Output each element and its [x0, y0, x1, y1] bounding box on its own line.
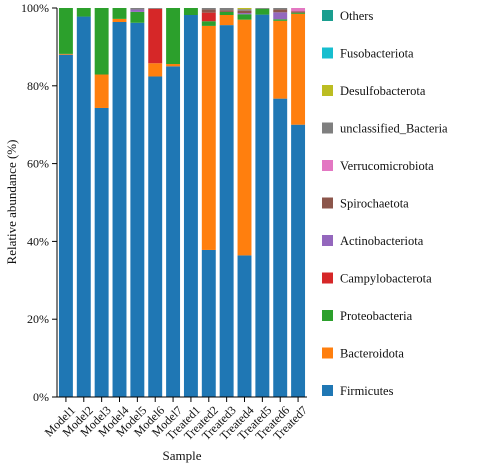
bar-segment-Treated7-Firmicutes	[291, 124, 306, 397]
legend-label-Bacteroidota: Bacteroidota	[340, 347, 404, 361]
bar-segment-Treated4-Actinobacteriota	[237, 13, 252, 15]
legend-label-Campylobacterota: Campylobacterota	[340, 272, 432, 286]
bar-segment-Treated6-Bacteroidota	[273, 20, 288, 99]
y-tick-label: 100%	[21, 1, 49, 15]
legend-label-Desulfobacterota: Desulfobacterota	[340, 84, 426, 98]
bar-segment-Treated6-Proteobacteria	[273, 19, 288, 21]
bar-segment-Treated5-Firmicutes	[255, 14, 270, 398]
bar-segment-Treated3-unclassified_Bacteria	[219, 8, 234, 11]
legend-swatch-unclassified_Bacteria	[322, 122, 333, 134]
legend-label-Verrucomicrobiota: Verrucomicrobiota	[340, 159, 434, 173]
y-tick-label: 0%	[33, 390, 49, 404]
y-axis-title: Relative abundance (%)	[4, 140, 19, 265]
legend-label-unclassified_Bacteria: unclassified_Bacteria	[340, 122, 448, 136]
bar-segment-Model1-Proteobacteria	[58, 8, 73, 54]
bar-segment-Model7-Firmicutes	[166, 66, 181, 397]
legend-swatch-Others	[322, 10, 333, 21]
bar-segment-Treated5-unclassified_Bacteria	[255, 8, 270, 9]
bar-segment-Treated4-Proteobacteria	[237, 14, 252, 20]
legend-label-Spirochaetota: Spirochaetota	[340, 197, 409, 211]
legend-label-Proteobacteria: Proteobacteria	[340, 309, 413, 323]
bar-segment-Model5-Firmicutes	[130, 22, 145, 398]
bar-segment-Treated2-Firmicutes	[201, 249, 216, 397]
legend-swatch-Verrucomicrobiota	[322, 160, 333, 171]
x-axis-title: Sample	[163, 448, 202, 463]
legend-swatch-Actinobacteriota	[322, 235, 333, 246]
bar-segment-Model6-Campylobacterota	[148, 8, 163, 64]
bar-segment-Treated2-Spirochaetota	[201, 9, 216, 13]
bar-segment-Treated2-Proteobacteria	[201, 21, 216, 26]
bar-segment-Treated2-Campylobacterota	[201, 12, 216, 22]
bar-segment-Treated6-Firmicutes	[273, 98, 288, 397]
y-tick-label: 60%	[27, 157, 49, 171]
bar-segment-Treated6-unclassified_Bacteria	[273, 8, 288, 10]
bar-segment-Model5-Actinobacteriota	[130, 9, 145, 12]
legend-label-Fusobacteriota: Fusobacteriota	[340, 47, 414, 61]
bar-segment-Model3-Bacteroidota	[94, 74, 109, 108]
bar-segment-Treated1-Proteobacteria	[183, 8, 198, 15]
bar-segment-Treated7-Verrucomicrobiota	[291, 8, 306, 12]
bar-segment-Model2-Proteobacteria	[76, 8, 91, 17]
legend-swatch-Firmicutes	[322, 385, 333, 396]
bar-segment-Model1-Firmicutes	[58, 54, 73, 398]
bar-segment-Model4-Firmicutes	[112, 22, 127, 397]
bar-segment-Treated3-Proteobacteria	[219, 11, 234, 15]
bar-segment-Model3-Proteobacteria	[94, 8, 109, 75]
bar-segment-Treated7-Proteobacteria	[291, 12, 306, 14]
bar-segment-Treated1-Firmicutes	[183, 15, 198, 397]
bar-segment-Treated3-Spirochaetota	[219, 10, 234, 12]
bar-segment-Treated4-Spirochaetota	[237, 10, 252, 14]
bar-segment-Model3-Firmicutes	[94, 107, 109, 397]
y-tick-label: 40%	[27, 234, 49, 248]
bar-segment-Model6-Firmicutes	[148, 76, 163, 398]
legend-label-Others: Others	[340, 9, 373, 23]
legend-swatch-Proteobacteria	[322, 310, 333, 321]
bar-segment-Model4-Bacteroidota	[112, 18, 127, 22]
bar-segment-Treated6-Actinobacteriota	[273, 12, 288, 20]
legend-label-Firmicutes: Firmicutes	[340, 384, 394, 398]
bar-segment-Model5-Proteobacteria	[130, 11, 145, 23]
bar-segment-Treated5-Proteobacteria	[255, 8, 270, 15]
bar-segment-Treated4-Firmicutes	[237, 255, 252, 397]
bar-segment-Treated6-Spirochaetota	[273, 9, 288, 13]
bar-segment-Model4-Proteobacteria	[112, 8, 127, 19]
bars-layer	[58, 8, 306, 398]
bar-segment-Model2-Firmicutes	[76, 16, 91, 398]
bar-segment-Model6-Bacteroidota	[148, 63, 163, 77]
bar-segment-Model6-unclassified_Bacteria	[148, 8, 163, 9]
legend-swatch-Campylobacterota	[322, 272, 333, 284]
bar-segment-Treated2-Bacteroidota	[201, 25, 216, 250]
bar-segment-Treated4-unclassified_Bacteria	[237, 9, 252, 11]
bar-segment-Treated7-Bacteroidota	[291, 13, 306, 125]
legend-swatch-Fusobacteriota	[322, 47, 333, 59]
legend-layer: Others Fusobacteriota Desulfobacterota uncl…	[322, 9, 448, 398]
bar-segment-Model7-Proteobacteria	[166, 8, 181, 65]
y-tick-label: 20%	[27, 312, 49, 326]
bar-segment-Model1-Bacteroidota	[58, 53, 73, 55]
bar-segment-Treated3-Firmicutes	[219, 25, 234, 398]
bar-segment-Treated2-unclassified_Bacteria	[201, 8, 216, 10]
bar-segment-Treated3-Bacteroidota	[219, 15, 234, 26]
legend-swatch-Bacteroidota	[322, 347, 333, 359]
bar-segment-Treated4-Bacteroidota	[237, 19, 252, 256]
legend-swatch-Spirochaetota	[322, 197, 333, 209]
bar-segment-Treated7-Spirochaetota	[291, 11, 306, 13]
bar-segment-Treated4-Desulfobacterota	[237, 8, 252, 10]
y-tick-label: 80%	[27, 79, 49, 93]
bar-segment-Model7-Bacteroidota	[166, 64, 181, 67]
bar-segment-Model5-unclassified_Bacteria	[130, 8, 145, 10]
legend-label-Actinobacteriota: Actinobacteriota	[340, 234, 424, 248]
legend-swatch-Desulfobacterota	[322, 85, 333, 96]
